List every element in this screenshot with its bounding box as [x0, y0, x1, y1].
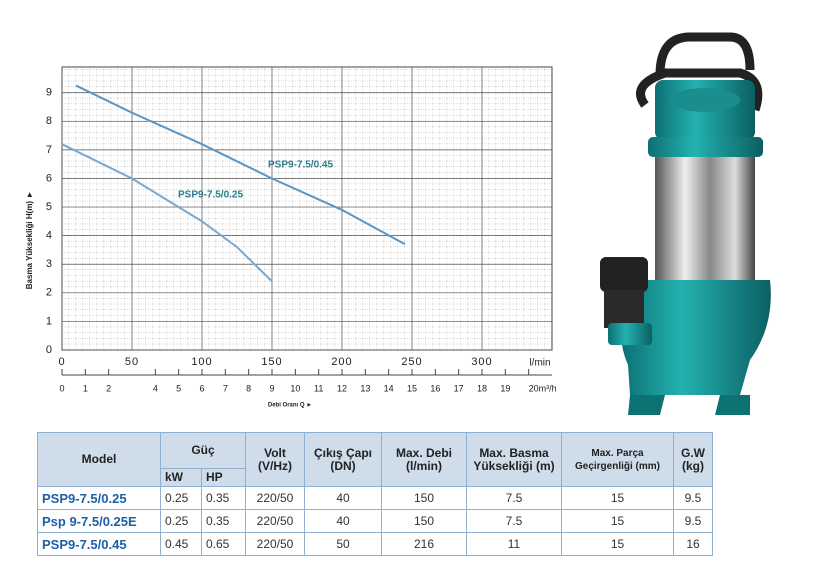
table-cell: 7.5	[466, 509, 562, 533]
table-cell: 50	[304, 532, 382, 556]
header-cell: Model	[37, 432, 161, 487]
x2-tick-label: 9	[269, 383, 274, 393]
table-cell: 15	[561, 532, 674, 556]
table-cell: 15	[561, 509, 674, 533]
x2-tick-label: 12	[337, 383, 347, 393]
model-cell: PSP9-7.5/0.45	[37, 532, 161, 556]
x2-tick-label: 10	[290, 383, 300, 393]
x2-tick-label: 17	[454, 383, 464, 393]
header-cell: Max. Debi (l/min)	[381, 432, 467, 487]
table-cell: 15	[561, 486, 674, 510]
table-row: PSP9-7.5/0.25 0.25 0.35 220/50 40 150 7.5 15 9.5	[37, 486, 713, 510]
table-cell: 40	[304, 486, 382, 510]
spec-table: Model Güç Volt (V/Hz) Çıkış Çapı (DN) Ma…	[37, 432, 713, 556]
x-axis-label: l/min	[529, 358, 550, 369]
y-tick-label: 0	[46, 344, 52, 356]
table-cell: 0.65	[201, 532, 246, 556]
header-cell: Max. Parça Geçirgenliği (mm)	[561, 432, 674, 487]
header-cell: Güç	[160, 432, 246, 469]
x-tick-label: 150	[261, 356, 282, 368]
model-cell: PSP9-7.5/0.25	[37, 486, 161, 510]
x2-tick-label: 18	[477, 383, 487, 393]
series-line	[61, 143, 273, 283]
y-tick-label: 1	[46, 315, 52, 327]
y-tick-label: 6	[46, 172, 52, 184]
x2-tick-label: 15	[407, 383, 417, 393]
x2-tick-label: 2	[106, 383, 111, 393]
y-tick-label: 9	[46, 87, 52, 99]
x2-tick-label: 14	[384, 383, 394, 393]
x2-tick-label: 19	[500, 383, 510, 393]
table-cell: 150	[381, 509, 467, 533]
x2-tick-label: 16	[430, 383, 440, 393]
x2-tick-label: 7	[223, 383, 228, 393]
table-cell: 216	[381, 532, 467, 556]
table-cell: 220/50	[245, 509, 305, 533]
table-cell: 220/50	[245, 486, 305, 510]
header-cell: kW	[160, 468, 202, 487]
y-tick-label: 2	[46, 287, 52, 299]
table-cell: 11	[466, 532, 562, 556]
x2-axis-label: Debi Oranı Q ►	[268, 403, 312, 409]
plot-area	[61, 66, 553, 351]
table-cell: 0.25	[160, 486, 202, 510]
x2-tick-label: 1	[83, 383, 88, 393]
table-cell: 220/50	[245, 532, 305, 556]
pump-image	[600, 32, 771, 415]
y-tick-label: 8	[46, 115, 52, 127]
y-tick-label: 7	[46, 144, 52, 156]
model-cell: Psp 9-7.5/0.25E	[37, 509, 161, 533]
y-tick-label: 5	[46, 201, 52, 213]
header-cell: Max. Basma Yüksekliği (m)	[466, 432, 562, 487]
x-tick-label: 50	[125, 356, 139, 368]
x-tick-label: 300	[471, 356, 492, 368]
y-axis-label: Basma Yüksekliği H(m) ►	[25, 191, 34, 289]
header-cell: Çıkış Çapı (DN)	[304, 432, 382, 487]
x2-tick-label: 5	[176, 383, 181, 393]
table-cell: 0.35	[201, 486, 246, 510]
table-cell: 7.5	[466, 486, 562, 510]
series-line	[75, 84, 406, 246]
x2-tick-label: 11	[314, 383, 323, 393]
table-cell: 16	[673, 532, 713, 556]
table-cell: 150	[381, 486, 467, 510]
chart: Basma Yüksekliği H(m) ► l/min Debi Oranı…	[25, 66, 557, 409]
x2-tick-label: 13	[360, 383, 370, 393]
y-tick-label: 3	[46, 258, 52, 270]
table-cell: 0.45	[160, 532, 202, 556]
x2-tick-label: 8	[246, 383, 251, 393]
header-cell: Volt (V/Hz)	[245, 432, 305, 487]
x-tick-label: 100	[191, 356, 212, 368]
x2-tick-label: 4	[153, 383, 158, 393]
x-tick-label: 0	[58, 356, 65, 368]
table-cell: 0.35	[201, 509, 246, 533]
series-label: PSP9-7.5/0.45	[268, 160, 333, 171]
header-cell: G.W (kg)	[673, 432, 713, 487]
table-cell: 0.25	[160, 509, 202, 533]
x2-tick-label: 0	[59, 383, 64, 393]
header-cell: HP	[201, 468, 246, 487]
table-cell: 9.5	[673, 486, 713, 510]
y-tick-label: 4	[46, 230, 52, 242]
table-row: PSP9-7.5/0.45 0.45 0.65 220/50 50 216 11 15 16	[37, 532, 713, 556]
series-label: PSP9-7.5/0.25	[178, 190, 243, 201]
table-cell: 9.5	[673, 509, 713, 533]
x2-tick-label: 6	[199, 383, 204, 393]
table-body: PSP9-7.5/0.25 0.25 0.35 220/50 40 150 7.5 15 9.5…	[37, 486, 713, 556]
table-cell: 40	[304, 509, 382, 533]
x2-tick-label: 20m³/h	[529, 383, 557, 393]
table-row: Psp 9-7.5/0.25E 0.25 0.35 220/50 40 150 7.5 15 9…	[37, 509, 713, 533]
x-tick-label: 200	[331, 356, 352, 368]
x-tick-label: 250	[401, 356, 422, 368]
